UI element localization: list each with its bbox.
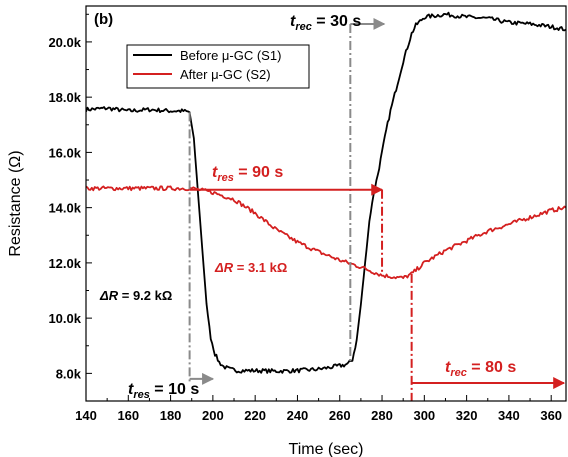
- x-tick-label: 220: [244, 408, 266, 423]
- x-tick-label: 360: [540, 408, 562, 423]
- annotation-dr-s1-value: = 9.2 kΩ: [118, 288, 172, 303]
- annotation-trec-s1-value: = 30 s: [312, 13, 361, 30]
- y-tick-label: 10.0k: [48, 311, 81, 326]
- annotation-dr-s2-symbol: ΔR: [214, 260, 234, 275]
- series-layer: [86, 11, 566, 374]
- x-tick-label: 140: [75, 408, 97, 423]
- annotation-dr-s2: ΔR = 3.1 kΩ: [214, 260, 287, 275]
- annotation-tres-s1-subscript: res: [133, 389, 150, 401]
- annotation-trec-s1-subscript: rec: [295, 21, 312, 33]
- x-tick-label: 240: [287, 408, 309, 423]
- plot-frame: [85, 5, 567, 402]
- x-tick-label: 180: [160, 408, 182, 423]
- y-tick-label: 12.0k: [48, 256, 81, 271]
- annotation-tres-s1: tres = 10 s: [128, 381, 199, 401]
- x-tick-label: 300: [413, 408, 435, 423]
- legend-label-after: After μ-GC (S2): [180, 67, 271, 82]
- panel-label: (b): [94, 11, 113, 28]
- annotation-tres-s1-symbol: t: [128, 381, 134, 398]
- legend-box: [126, 44, 310, 89]
- annotation-dr-s2-value: = 3.1 kΩ: [233, 260, 287, 275]
- annotation-trec-s2: trec = 80 s: [445, 359, 516, 379]
- legend-label-before: Before μ-GC (S1): [180, 48, 281, 63]
- y-tick-label: 18.0k: [48, 90, 81, 105]
- x-tick-label: 260: [329, 408, 351, 423]
- y-tick-label: 14.0k: [48, 201, 81, 216]
- y-tick-labels: 8.0k 10.0k 12.0k 14.0k 16.0k 18.0k 20.0k: [48, 35, 81, 381]
- x-tick-labels: 140 160 180 200 220 240 260 280 300 320 340 360: [75, 408, 562, 423]
- annotation-markers: [188, 17, 566, 401]
- annotation-tres-s2-value: = 90 s: [234, 164, 283, 181]
- annotation-trec-s2-symbol: t: [445, 359, 451, 376]
- annotation-tres-s2-subscript: res: [217, 172, 234, 184]
- x-tick-label: 340: [498, 408, 520, 423]
- annotation-tres-s2-symbol: t: [212, 164, 218, 181]
- x-tick-label: 160: [117, 408, 139, 423]
- annotation-trec-s1: trec = 30 s: [290, 13, 361, 33]
- annotation-dr-s1: ΔR = 9.2 kΩ: [99, 288, 172, 303]
- annotation-tres-s2: tres = 90 s: [212, 164, 283, 184]
- annotation-trec-s1-symbol: t: [290, 13, 296, 30]
- x-tick-label: 200: [202, 408, 224, 423]
- annotation-trec-s2-value: = 80 s: [467, 359, 516, 376]
- y-tick-label: 8.0k: [56, 366, 82, 381]
- series-before-line: [86, 11, 566, 374]
- y-tick-label: 20.0k: [48, 35, 81, 50]
- annotation-dr-s1-symbol: ΔR: [99, 288, 119, 303]
- y-tick-label: 16.0k: [48, 145, 81, 160]
- x-tick-label: 320: [456, 408, 478, 423]
- series-after-line: [86, 185, 566, 280]
- x-axis-title: Time (sec): [289, 441, 364, 457]
- annotation-trec-s2-subscript: rec: [450, 367, 467, 379]
- x-tick-label: 280: [371, 408, 393, 423]
- annotation-tres-s1-value: = 10 s: [150, 381, 199, 398]
- y-axis-title: Resistance (Ω): [7, 150, 24, 256]
- legend: Before μ-GC (S1) After μ-GC (S2): [126, 44, 310, 89]
